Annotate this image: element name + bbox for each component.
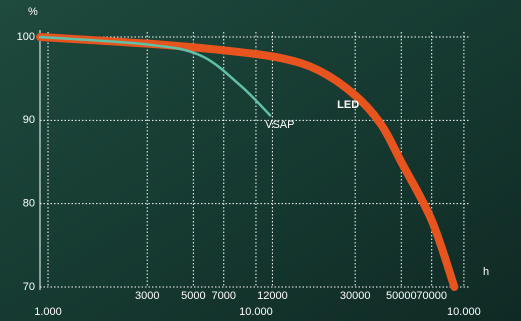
series-line — [36, 33, 459, 291]
x-tick-label: 30000 — [340, 290, 371, 302]
x-tick-label: 10.000 — [239, 306, 273, 318]
x-tick-label: 3000 — [135, 290, 159, 302]
x-tick-label: 50000 — [386, 290, 417, 302]
y-tick-label: 90 — [23, 114, 35, 126]
series-label: VSAP — [265, 119, 294, 131]
x-tick-label: 1.000 — [34, 306, 62, 318]
series-label: LED — [337, 99, 359, 111]
y-tick-label: 80 — [23, 198, 35, 210]
series-line — [38, 35, 272, 117]
x-tick-label: 12000 — [257, 290, 288, 302]
y-unit: % — [28, 6, 38, 18]
x-tick-label: 7000 — [212, 290, 236, 302]
x-tick-label: 10.000 — [447, 306, 481, 318]
x-tick-label: 5000 — [181, 290, 205, 302]
y-tick-label: 100 — [17, 31, 35, 43]
y-tick-label: 70 — [23, 281, 35, 293]
x-tick-label: 70000 — [416, 290, 447, 302]
x-unit: h — [483, 266, 489, 278]
